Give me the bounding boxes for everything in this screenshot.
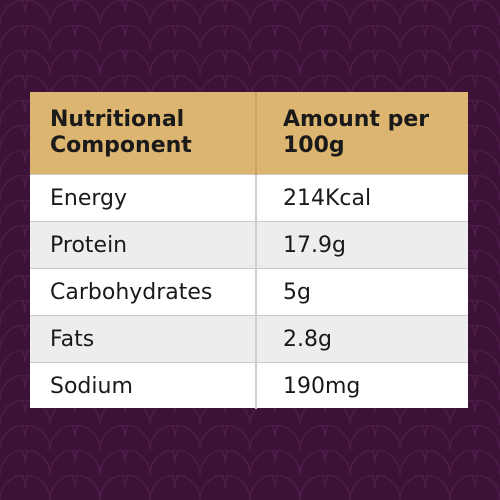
component-cell: Fats [30, 315, 257, 363]
header-amount-per-100g: Amount per 100g [256, 92, 468, 175]
nutrition-table-card: Nutritional Component Amount per 100g En… [30, 92, 468, 409]
table-row: Sodium 190mg [30, 362, 468, 409]
component-cell: Protein [30, 221, 257, 269]
component-cell: Energy [30, 174, 257, 222]
header-nutritional-component: Nutritional Component [30, 92, 257, 175]
component-cell: Carbohydrates [30, 268, 257, 316]
table-row: Energy 214Kcal [30, 174, 468, 222]
nutrition-table: Nutritional Component Amount per 100g En… [30, 92, 468, 409]
amount-cell: 214Kcal [256, 174, 468, 222]
table-header-row: Nutritional Component Amount per 100g [30, 92, 468, 175]
table-row: Carbohydrates 5g [30, 268, 468, 316]
component-cell: Sodium [30, 362, 257, 409]
amount-cell: 17.9g [256, 221, 468, 269]
amount-cell: 2.8g [256, 315, 468, 363]
amount-cell: 5g [256, 268, 468, 316]
table-row: Protein 17.9g [30, 221, 468, 269]
table-row: Fats 2.8g [30, 315, 468, 363]
amount-cell: 190mg [256, 362, 468, 409]
